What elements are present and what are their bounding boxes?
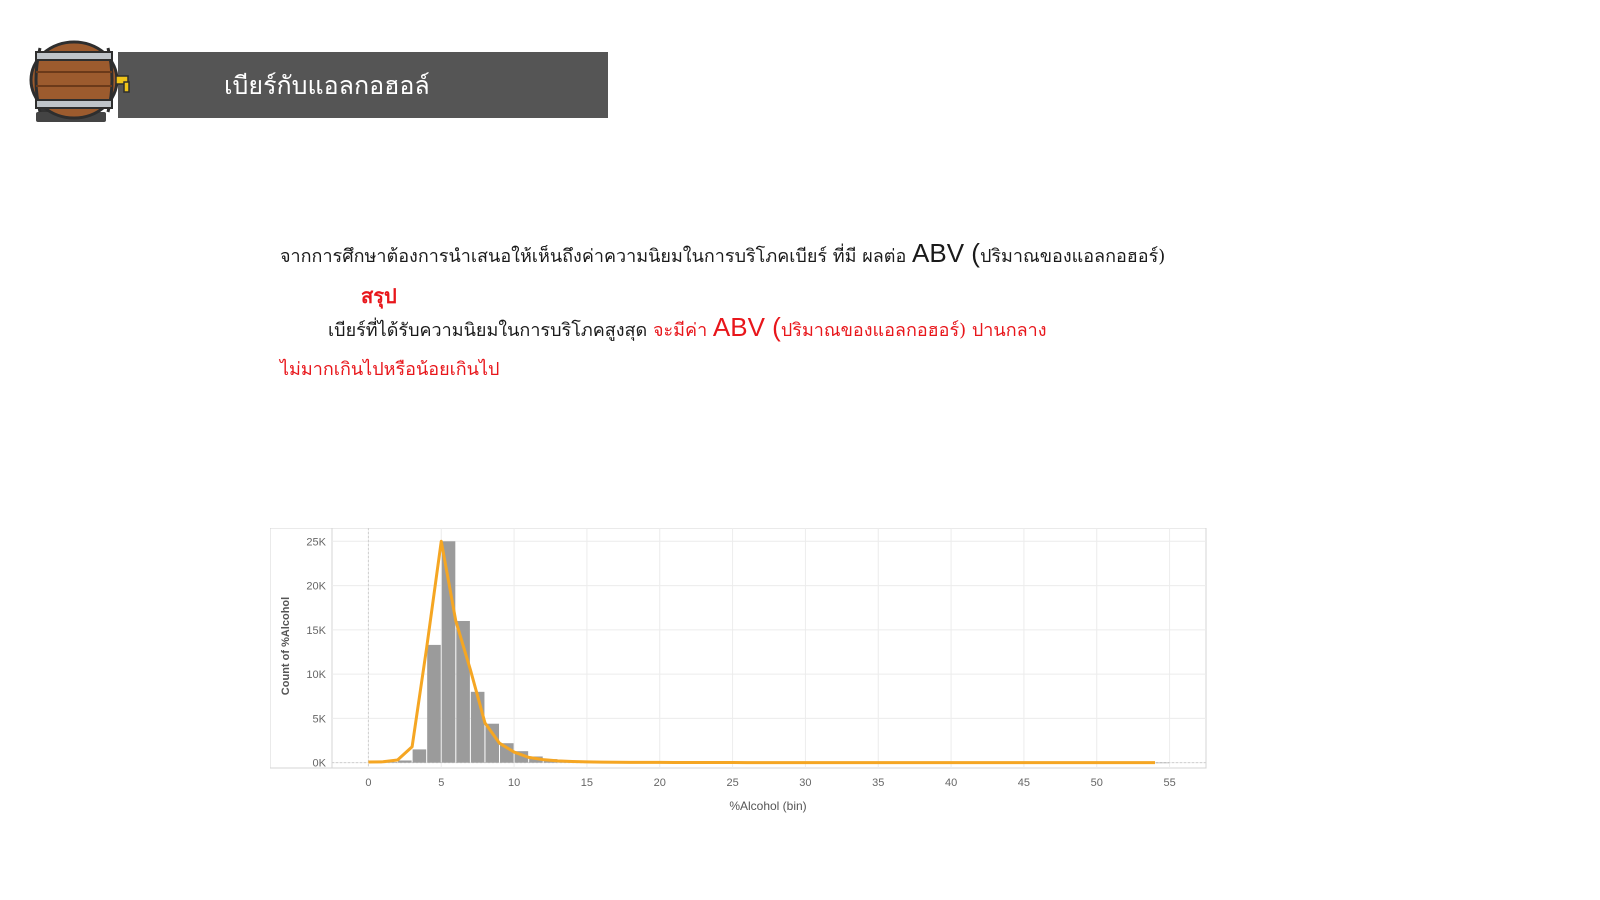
histogram-bar xyxy=(485,723,500,763)
trend-line xyxy=(368,539,1156,765)
summary-text-black: เบียร์ที่ได้รับความนิยมในการบริโภคสูงสุด xyxy=(328,320,648,341)
y-tick-label: 0K xyxy=(313,758,327,770)
y-tick-label: 20K xyxy=(306,581,326,593)
x-tick-label: 15 xyxy=(581,777,593,789)
summary-red-after: ปริมาณของแอลกอฮอร์) ปานกลาง xyxy=(780,320,1047,341)
x-axis-ticks: 0 5 10 15 20 25 30 35 40 45 50 55 xyxy=(365,777,1175,789)
page-title: เบียร์กับแอลกอฮอล์ xyxy=(224,71,430,100)
chart-frame xyxy=(270,528,1207,769)
beer-barrel-icon xyxy=(28,38,140,128)
summary-label: สรุป xyxy=(361,284,397,308)
x-tick-label: 40 xyxy=(945,777,957,789)
summary-red-before: จะมีค่า xyxy=(652,320,708,341)
y-axis-ticks: 0K 5K 10K 15K 20K 25K xyxy=(306,536,326,769)
histogram-bar xyxy=(412,749,427,763)
histogram-bar xyxy=(470,691,485,763)
summary-abv: ABV ( xyxy=(712,312,781,342)
histogram-bar xyxy=(398,760,412,763)
x-axis-label: %Alcohol (bin) xyxy=(729,799,806,813)
summary-text-continued: ไม่มากเกินไปหรือน้อยเกินไป xyxy=(280,359,500,380)
x-tick-label: 20 xyxy=(654,777,666,789)
x-tick-label: 25 xyxy=(726,777,738,789)
y-tick-label: 10K xyxy=(306,669,326,681)
x-tick-label: 50 xyxy=(1091,777,1103,789)
x-tick-label: 0 xyxy=(365,777,371,789)
y-tick-label: 25K xyxy=(306,536,326,548)
histogram-bar xyxy=(1155,762,1170,764)
summary-text: เบียร์ที่ได้รับความนิยมในการบริโภคสูงสุด… xyxy=(328,312,1047,344)
x-tick-label: 35 xyxy=(872,777,884,789)
y-tick-label: 5K xyxy=(313,713,327,725)
x-tick-label: 30 xyxy=(799,777,811,789)
intro-text-before: จากการศึกษาต้องการนำเสนอให้เห็นถึงค่าควา… xyxy=(280,246,907,267)
x-tick-label: 5 xyxy=(438,777,444,789)
intro-abv: ABV ( xyxy=(912,238,980,268)
header-bar xyxy=(118,52,608,118)
histogram-bar xyxy=(427,644,441,763)
x-tick-label: 55 xyxy=(1163,777,1175,789)
x-tick-label: 45 xyxy=(1018,777,1030,789)
intro-text: จากการศึกษาต้องการนำเสนอให้เห็นถึงค่าควา… xyxy=(280,238,1165,270)
x-tick-label: 10 xyxy=(508,777,520,789)
y-axis-label: Count of %Alcohol xyxy=(280,597,292,695)
y-tick-label: 15K xyxy=(306,625,326,637)
intro-text-after: ปริมาณของแอลกอฮอร์) xyxy=(979,246,1166,267)
histogram-bar xyxy=(514,751,529,763)
